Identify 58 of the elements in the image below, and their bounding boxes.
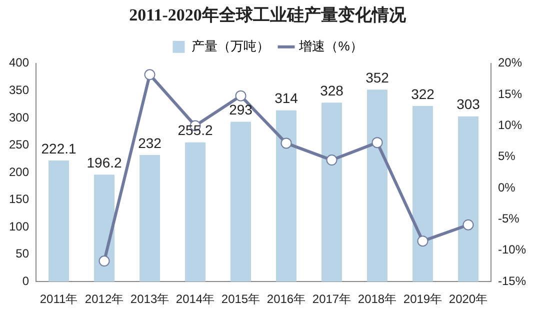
data-label: 255.2 <box>178 122 213 138</box>
y2-tick-label: -15% <box>498 274 526 288</box>
y-tick-label: 250 <box>8 138 30 152</box>
x-tick-label: 2014年 <box>176 292 215 306</box>
bar <box>48 160 70 282</box>
y-tick-label: 0 <box>22 274 30 288</box>
point <box>98 256 110 267</box>
y-tick-label: 400 <box>8 56 30 70</box>
data-label: 328 <box>320 82 344 99</box>
y2-tick-label: 5% <box>498 149 516 164</box>
legend-label: 增速（%） <box>298 38 363 54</box>
y2-tick-label: 20% <box>498 56 522 70</box>
bar <box>140 155 160 282</box>
bar <box>94 174 115 282</box>
point <box>280 138 292 149</box>
y2-tick-label: -10% <box>498 242 526 257</box>
data-label: 293 <box>229 102 253 118</box>
point <box>326 154 338 166</box>
data-label: 196.2 <box>86 154 122 170</box>
y2-tick-label: 0% <box>498 180 516 194</box>
y-tick-label: 150 <box>8 192 30 206</box>
x-tick-label: 2017年 <box>312 292 352 306</box>
chart-title: 2011-2020年全球工业硅产量变化情况 <box>129 6 407 25</box>
y-tick-label: 350 <box>8 82 30 97</box>
x-tick-label: 2016年 <box>266 292 306 306</box>
point <box>417 236 428 247</box>
y2-tick-label: 10% <box>498 118 522 132</box>
bar <box>367 90 388 282</box>
y2-tick-label: -5% <box>498 212 520 226</box>
x-tick-label: 2019年 <box>403 292 442 306</box>
data-label: 314 <box>274 90 298 106</box>
y-tick-label: 100 <box>8 219 30 234</box>
bar <box>185 142 206 282</box>
y-tick-label: 50 <box>16 246 30 261</box>
legend-label: 产量（万吨） <box>192 38 270 54</box>
point <box>372 137 383 148</box>
bar <box>276 110 296 282</box>
x-tick-label: 2018年 <box>358 292 397 306</box>
x-tick-label: 2015年 <box>221 292 260 306</box>
x-tick-label: 2011年 <box>40 292 78 306</box>
x-tick-label: 2012年 <box>84 292 124 306</box>
bar <box>230 122 251 282</box>
data-label: 222.1 <box>41 140 76 156</box>
data-label: 352 <box>366 69 390 86</box>
bar <box>322 102 342 282</box>
y-tick-label: 300 <box>8 110 30 124</box>
y-tick-label: 200 <box>8 164 30 179</box>
point <box>235 90 246 102</box>
data-label: 232 <box>138 134 162 151</box>
data-label: 322 <box>411 86 435 102</box>
point <box>462 219 474 230</box>
x-tick-label: 2020年 <box>448 292 488 306</box>
x-tick-label: 2013年 <box>130 292 170 306</box>
data-label: 303 <box>456 96 480 112</box>
point <box>144 69 156 80</box>
bar <box>458 116 478 282</box>
bar <box>412 106 433 282</box>
y2-tick-label: 15% <box>498 86 522 101</box>
